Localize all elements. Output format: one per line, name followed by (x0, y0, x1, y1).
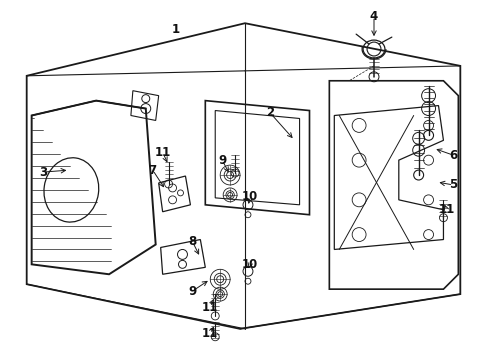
Text: 3: 3 (40, 166, 48, 179)
Text: 4: 4 (370, 10, 378, 23)
Text: 9: 9 (218, 154, 226, 167)
Text: 7: 7 (148, 163, 157, 176)
Text: 11: 11 (439, 203, 455, 216)
Text: 6: 6 (449, 149, 458, 162)
Text: 11: 11 (202, 327, 219, 340)
Text: 9: 9 (188, 285, 196, 298)
Text: 10: 10 (242, 258, 258, 271)
Text: 8: 8 (188, 235, 196, 248)
Text: 11: 11 (154, 146, 171, 159)
Text: 5: 5 (449, 179, 458, 192)
Text: 10: 10 (242, 190, 258, 203)
Text: 1: 1 (172, 23, 180, 36)
Text: 2: 2 (266, 106, 274, 119)
Text: 11: 11 (202, 301, 219, 314)
